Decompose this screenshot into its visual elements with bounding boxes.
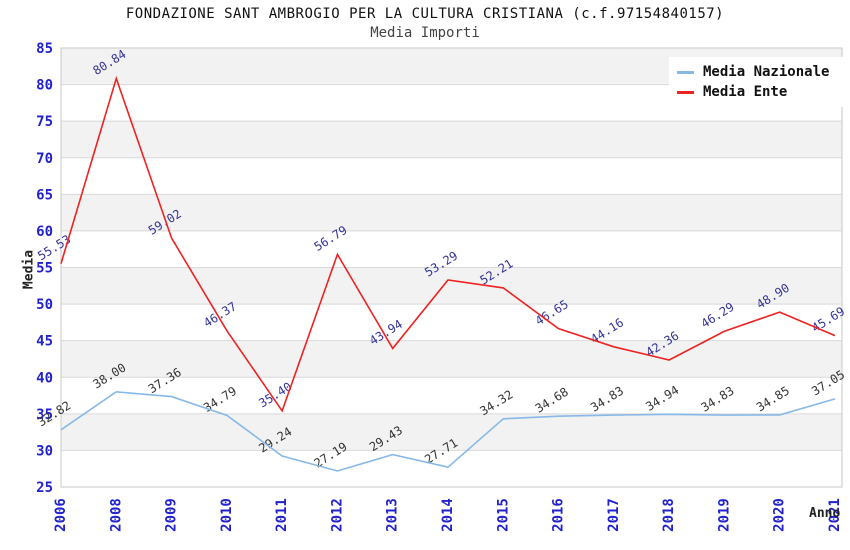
chart-subtitle: Media Importi <box>370 25 480 41</box>
legend-swatch-media-ente-icon <box>677 90 694 94</box>
x-axis-title: Anno <box>809 506 841 521</box>
x-tick-label: 2009 <box>164 498 180 532</box>
y-tick-label: 30 <box>36 443 53 459</box>
data-point-label: 34.85 <box>754 383 792 414</box>
x-tick-label: 2011 <box>274 498 290 532</box>
x-tick-label: 2018 <box>661 498 677 532</box>
chart-title: FONDAZIONE SANT AMBROGIO PER LA CULTURA … <box>125 6 725 22</box>
y-tick-label: 50 <box>36 297 53 313</box>
y-tick-label: 80 <box>36 78 53 94</box>
x-tick-label: 2016 <box>551 498 567 532</box>
x-tick-label: 2012 <box>329 498 345 532</box>
y-tick-label: 70 <box>36 151 53 167</box>
y-tick-label: 25 <box>36 480 53 496</box>
legend-label-media-ente: Media Ente <box>703 84 788 100</box>
y-axis-title: Media <box>21 249 37 290</box>
legend-swatch-media-nazionale-icon <box>677 70 694 74</box>
data-point-label: 34.83 <box>588 384 626 415</box>
x-tick-label: 2008 <box>108 498 124 532</box>
legend: Media Nazionale Media Ente <box>669 57 850 107</box>
grid-band <box>61 340 842 378</box>
x-tick-label: 2010 <box>219 498 235 532</box>
x-tick-label: 2015 <box>495 498 511 532</box>
data-point-label: 34.94 <box>643 383 681 414</box>
data-point-label: 34.79 <box>201 384 239 415</box>
data-point-label: 34.68 <box>533 385 571 416</box>
y-tick-label: 75 <box>36 114 53 130</box>
series-line-media-nazionale <box>60 391 836 472</box>
legend-item-media-ente: Media Ente <box>677 82 850 102</box>
y-tick-label: 60 <box>36 224 53 240</box>
y-tick-label: 40 <box>36 370 53 386</box>
y-tick-label: 65 <box>36 187 53 203</box>
y-tick-label: 35 <box>36 407 53 423</box>
legend-item-media-nazionale: Media Nazionale <box>677 62 850 82</box>
y-tick-label: 45 <box>36 334 53 350</box>
x-tick-label: 2013 <box>385 498 401 532</box>
x-tick-label: 2017 <box>606 498 622 532</box>
x-tick-label: 2014 <box>440 498 456 532</box>
grid-band <box>61 413 842 451</box>
series-line-media-ente <box>60 75 836 413</box>
x-tick-label: 2020 <box>772 498 788 532</box>
data-point-label: 34.83 <box>699 384 737 415</box>
grid-band <box>61 267 842 305</box>
plot-border <box>60 47 843 488</box>
grid-band <box>61 121 842 158</box>
data-point-label: 35.40 <box>256 379 294 410</box>
y-tick-label: 55 <box>36 261 53 277</box>
x-tick-label: 2019 <box>716 498 732 532</box>
grid-band <box>61 194 842 231</box>
y-tick-label: 85 <box>36 41 53 57</box>
x-tick-label: 2021 <box>827 498 843 532</box>
x-tick-label: 2006 <box>53 498 69 532</box>
legend-label-media-nazionale: Media Nazionale <box>703 64 830 80</box>
